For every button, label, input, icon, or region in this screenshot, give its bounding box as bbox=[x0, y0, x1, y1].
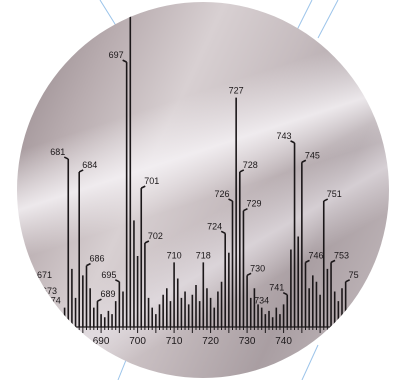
peak-leader bbox=[27, 275, 33, 280]
x-tick-label: 710 bbox=[166, 336, 183, 347]
peak-label: 695 bbox=[101, 270, 116, 280]
peak-leader bbox=[220, 230, 226, 235]
peak-leader bbox=[345, 279, 351, 283]
x-tick-label: 690 bbox=[93, 336, 110, 347]
peak-label: 686 bbox=[90, 254, 105, 264]
x-tick-label: 720 bbox=[202, 336, 219, 347]
peak-leader bbox=[38, 295, 44, 299]
peak-label: 741 bbox=[269, 283, 284, 293]
peak-label: 728 bbox=[243, 160, 258, 170]
peak-label: 671 bbox=[37, 270, 52, 280]
peak-leader bbox=[228, 198, 233, 202]
peak-label: 718 bbox=[196, 250, 211, 260]
peak-label: 751 bbox=[327, 189, 342, 199]
peak-label: 734 bbox=[254, 296, 269, 306]
peak-leader bbox=[86, 262, 91, 267]
peak-label: 727 bbox=[229, 86, 244, 96]
x-axis-tick-labels: 690 700 710 720 730 740 bbox=[93, 336, 293, 347]
peak-label: 75 bbox=[349, 270, 359, 280]
peak-leader bbox=[140, 185, 146, 189]
peak-label: 674 bbox=[46, 296, 61, 306]
peak-label: 753 bbox=[334, 250, 349, 260]
peak-label: 681 bbox=[50, 147, 65, 157]
peak-leader bbox=[78, 169, 84, 173]
peak-leader bbox=[330, 259, 336, 264]
peak-leader bbox=[33, 279, 39, 283]
peak-label: 697 bbox=[109, 50, 124, 60]
peak-label: 729 bbox=[246, 199, 261, 209]
peak-label: 746 bbox=[309, 250, 324, 260]
peak-leader bbox=[323, 198, 329, 202]
peak-leader bbox=[144, 240, 150, 244]
x-tick-label: 700 bbox=[129, 336, 146, 347]
x-tick-label: 730 bbox=[239, 336, 256, 347]
peak-label: 726 bbox=[214, 189, 229, 199]
peak-label: 673 bbox=[42, 286, 57, 296]
peak-label: 745 bbox=[305, 150, 320, 160]
peak-leader bbox=[243, 208, 248, 212]
peak-leader bbox=[114, 279, 120, 283]
x-axis: 690 700 710 720 730 740 bbox=[17, 326, 389, 347]
peak-label: 689 bbox=[100, 289, 115, 299]
x-tick-label: 740 bbox=[275, 336, 292, 347]
peak-leader bbox=[246, 272, 252, 277]
peak-label: 743 bbox=[277, 131, 292, 141]
peak-leader bbox=[122, 59, 128, 63]
peak-label: 730 bbox=[250, 263, 265, 273]
peak-leader bbox=[301, 159, 307, 163]
peak-label: 702 bbox=[148, 231, 163, 241]
x-axis-minor-ticks bbox=[17, 327, 350, 333]
peak-leader bbox=[239, 169, 245, 173]
peaks-layer bbox=[25, 4, 351, 327]
peak-label: 684 bbox=[82, 160, 97, 170]
peak-leader bbox=[63, 156, 69, 160]
peak-leader bbox=[42, 304, 48, 309]
peak-label: 710 bbox=[167, 250, 182, 260]
peak-label: 671 bbox=[17, 267, 29, 277]
peak-leader bbox=[290, 140, 295, 144]
peak-leader bbox=[97, 298, 102, 302]
peak-label: 724 bbox=[207, 221, 222, 231]
peak-leader bbox=[305, 259, 310, 264]
peak-label: 701 bbox=[144, 176, 159, 186]
peak-leader bbox=[282, 291, 288, 296]
